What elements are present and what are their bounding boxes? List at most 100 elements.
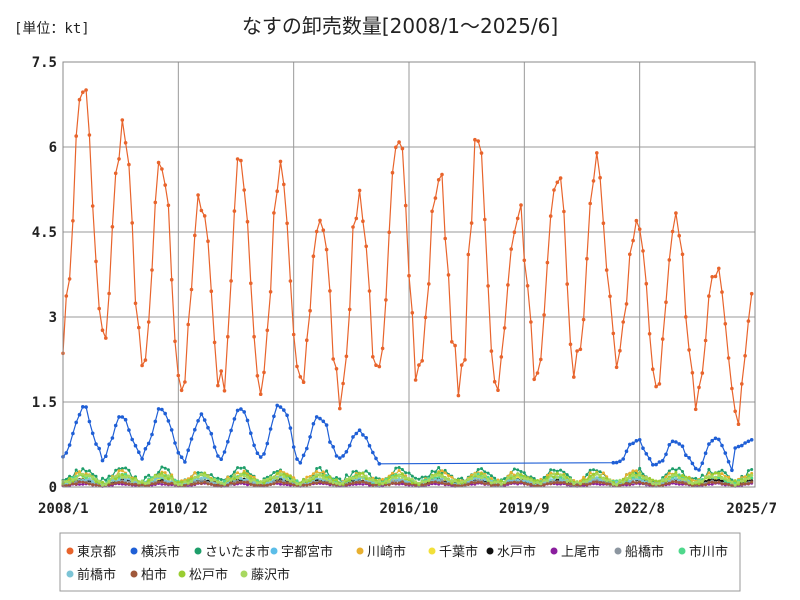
series-2-point xyxy=(101,476,104,480)
series-yokohama-point xyxy=(265,441,270,446)
series-tokyo-point xyxy=(268,290,273,294)
legend-label: 川崎市 xyxy=(367,544,406,560)
series-13-point xyxy=(601,477,605,481)
series-tokyo-point xyxy=(357,188,362,193)
series-yokohama-point xyxy=(331,445,336,449)
series-tokyo-point xyxy=(123,141,128,145)
series-tokyo-point xyxy=(295,364,299,369)
series-13-point xyxy=(166,474,170,478)
series-tokyo-point xyxy=(364,244,369,249)
series-yokohama-line xyxy=(62,404,752,473)
series-11-point xyxy=(466,483,470,486)
series-2-point xyxy=(681,470,684,473)
series-13-point xyxy=(608,478,612,482)
series-2-point xyxy=(84,469,88,473)
series-11-point xyxy=(562,481,566,484)
series-tokyo-point xyxy=(578,347,583,352)
series-yokohama-point xyxy=(212,445,217,449)
series-yokohama-point xyxy=(703,451,708,456)
series-13-point xyxy=(134,478,137,482)
series-13-point xyxy=(677,476,681,480)
series-4-point xyxy=(601,471,605,475)
series-2-point xyxy=(364,469,368,473)
series-13-point xyxy=(219,481,223,485)
series-yokohama-point xyxy=(196,419,200,423)
series-yokohama xyxy=(61,403,754,473)
legend-marker xyxy=(550,547,558,555)
series-13-point xyxy=(311,475,315,479)
series-4-point xyxy=(707,471,711,475)
series-13-point xyxy=(107,479,111,483)
series-13-point xyxy=(308,477,312,481)
series-13-point xyxy=(743,477,747,481)
series-11-point xyxy=(361,480,365,484)
series-12-point xyxy=(717,471,721,475)
series-tokyo-point xyxy=(601,221,606,225)
series-yokohama-point xyxy=(183,460,187,464)
series-13-point xyxy=(697,479,701,483)
legend-marker xyxy=(66,570,74,578)
series-13-point xyxy=(470,477,474,480)
series-11-point xyxy=(677,481,681,485)
series-tokyo-point xyxy=(515,216,520,221)
series-11-point xyxy=(134,482,137,486)
series-tokyo-point xyxy=(163,183,167,187)
series-tokyo-point xyxy=(499,355,504,359)
series-tokyo-point xyxy=(641,249,645,253)
series-tokyo-point xyxy=(509,247,513,251)
series-tokyo-point xyxy=(440,172,444,177)
chart-title: なすの卸売数量[2008/1～2025/6] xyxy=(241,14,559,38)
series-tokyo-point xyxy=(100,328,105,333)
series-12-point xyxy=(160,471,164,475)
series-yokohama-point xyxy=(354,431,359,436)
legend-label: 市川市 xyxy=(689,544,728,560)
series-9-point xyxy=(84,476,88,480)
series-2-point xyxy=(120,467,124,470)
series-tokyo-line xyxy=(62,88,753,425)
series-11-point xyxy=(351,481,355,485)
series-tokyo-point xyxy=(733,409,737,414)
series-7-point xyxy=(246,483,249,487)
series-yokohama-point xyxy=(318,416,322,421)
series-yokohama-point xyxy=(621,457,625,461)
series-13-point xyxy=(730,480,734,484)
series-13-point xyxy=(104,483,108,487)
series-tokyo-point xyxy=(713,274,718,279)
series-yokohama-point xyxy=(123,417,128,422)
legend-marker xyxy=(614,547,622,555)
series-yokohama-point xyxy=(117,415,121,419)
series-tokyo-point xyxy=(107,291,111,296)
x-tick-label: 2010/12 xyxy=(149,501,208,517)
series-tokyo-point xyxy=(193,233,197,238)
series-4-point xyxy=(321,470,325,474)
series-11-point xyxy=(424,482,427,486)
series-tokyo-point xyxy=(117,157,121,161)
series-tokyo-point xyxy=(334,367,339,371)
series-2-point xyxy=(723,471,727,475)
series-13-point xyxy=(335,481,338,485)
series-11-point xyxy=(555,481,559,484)
series-2-point xyxy=(522,471,526,475)
series-9-point xyxy=(638,476,642,480)
series-yokohama-point xyxy=(341,454,345,458)
series-13-point xyxy=(611,482,615,486)
series-11-point xyxy=(440,481,444,485)
series-11-point xyxy=(114,481,118,485)
series-tokyo-point xyxy=(730,386,734,391)
series-2-point xyxy=(750,468,754,471)
series-12-point xyxy=(410,481,414,485)
series-13-point xyxy=(476,475,480,479)
legend-marker xyxy=(194,547,202,555)
series-tokyo-point xyxy=(127,162,131,167)
series-tokyo-point xyxy=(275,189,280,193)
series-13-point xyxy=(371,478,375,482)
series-13-point xyxy=(110,476,114,480)
series-tokyo-point xyxy=(232,209,237,213)
series-4-point xyxy=(549,471,553,475)
series-13-point xyxy=(120,476,124,479)
series-11-point xyxy=(252,483,256,487)
series-12-point xyxy=(400,472,404,476)
series-13-point xyxy=(733,483,737,487)
series-11-point xyxy=(727,482,731,486)
series-13-point xyxy=(588,477,592,481)
